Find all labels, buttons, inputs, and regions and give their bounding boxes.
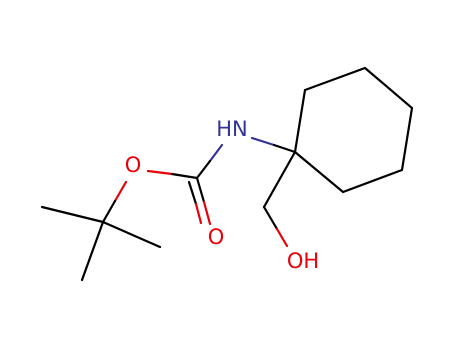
bond: [275, 227, 289, 248]
bond: [113, 180, 128, 203]
bond: [187, 180, 198, 206]
bond: [195, 159, 212, 180]
ring: [293, 66, 414, 194]
bond: [250, 136, 276, 147]
atom-label: O: [208, 225, 225, 249]
bond: [262, 205, 279, 231]
bond: [101, 199, 117, 224]
bond: [262, 150, 297, 209]
atom-label: HN: [216, 117, 248, 141]
bond: [208, 143, 224, 163]
bond: [146, 169, 174, 176]
bond: [40, 205, 105, 224]
bond: [101, 220, 162, 249]
bonds: [40, 66, 414, 282]
bond: [194, 202, 203, 225]
atom-label: OH: [287, 249, 319, 273]
bond: [170, 172, 199, 180]
bond: [272, 143, 297, 154]
bond: [202, 200, 212, 226]
bond: [195, 176, 206, 204]
atom-label: O: [125, 153, 142, 177]
bond: [80, 220, 105, 282]
